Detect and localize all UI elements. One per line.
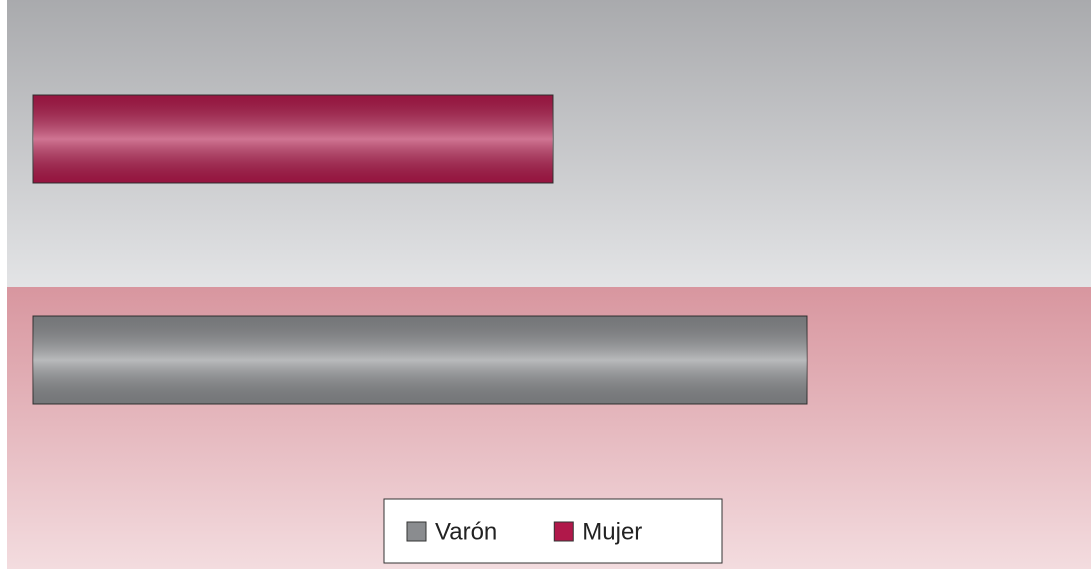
bar — [32, 94, 554, 184]
legend-label: Mujer — [582, 518, 642, 545]
legend-box — [383, 498, 723, 564]
legend-label: Varón — [435, 518, 497, 545]
legend-swatch — [406, 521, 427, 542]
bar — [32, 315, 808, 405]
legend-swatch — [553, 521, 574, 542]
